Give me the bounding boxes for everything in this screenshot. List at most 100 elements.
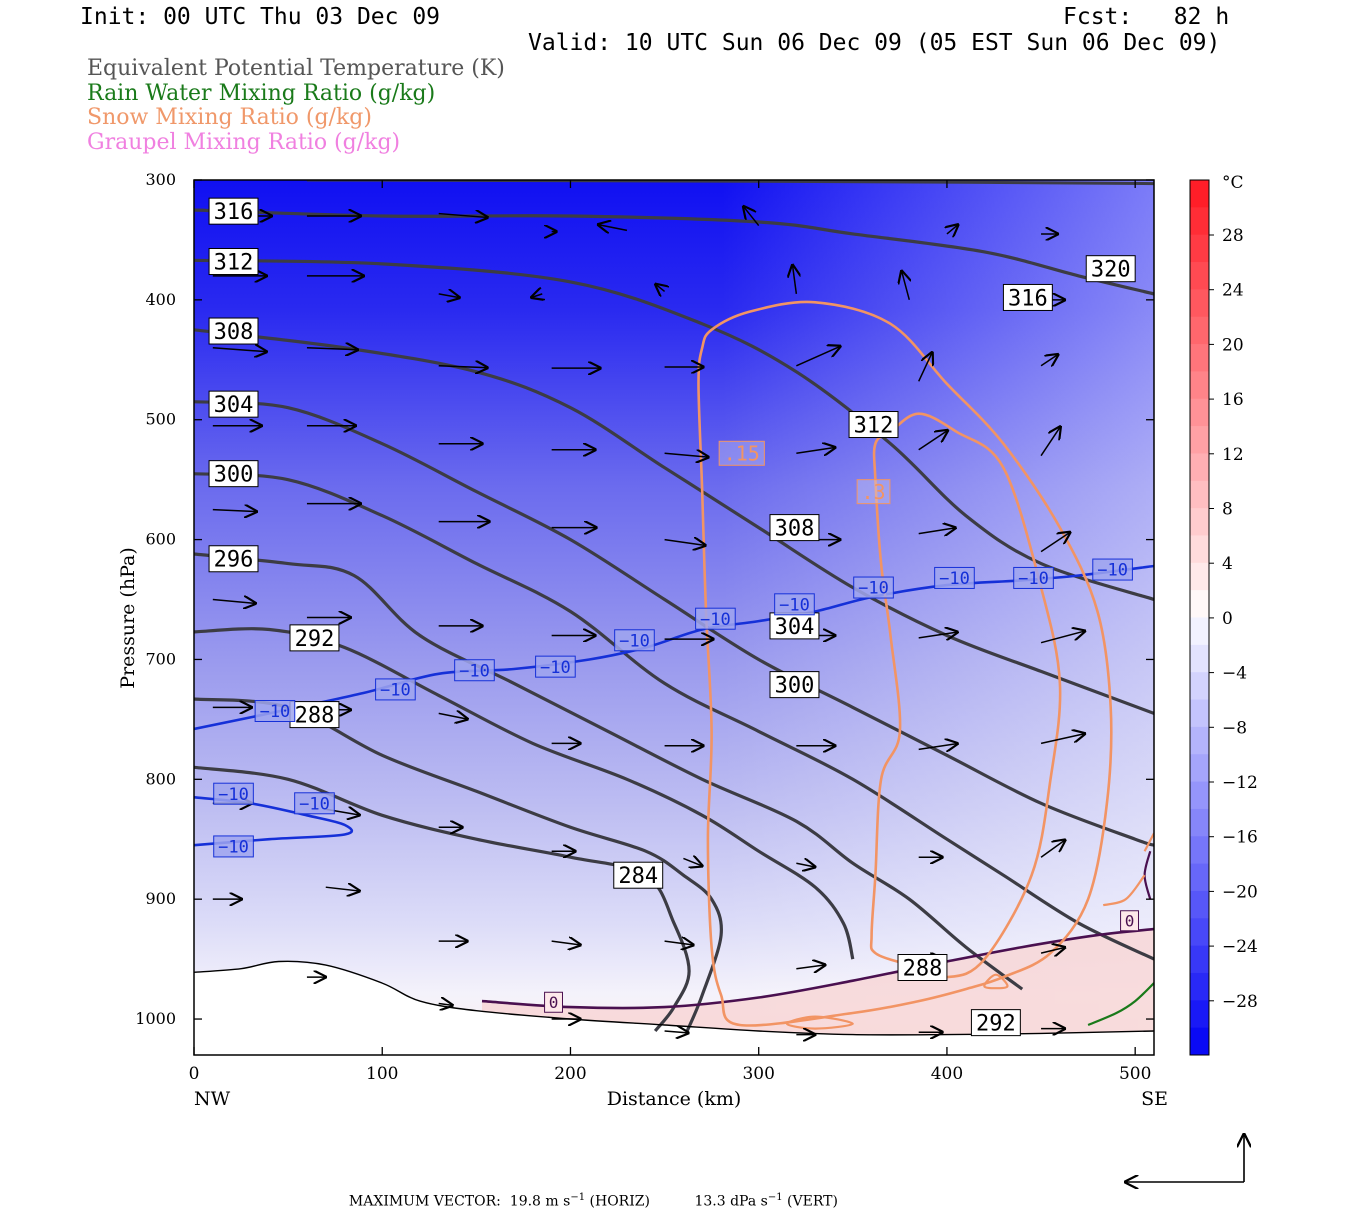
- init-time: Init: 00 UTC Thu 03 Dec 09: [80, 4, 441, 30]
- x-end-label-se: SE: [1141, 1088, 1168, 1110]
- isotherm-label: −10: [254, 699, 296, 722]
- wind-vector: [1040, 631, 1086, 644]
- wind-vector: [438, 294, 461, 298]
- theta-e-label: 320: [1085, 255, 1136, 283]
- rain-line: [1087, 982, 1154, 1027]
- colorbar-cell: [1190, 234, 1209, 263]
- y-tick-label: 1000: [135, 1009, 176, 1028]
- isotherm-label: −10: [213, 835, 254, 858]
- label-box: [375, 678, 416, 701]
- rain-contours: [1087, 982, 1154, 1027]
- wind-vector: [796, 863, 816, 867]
- wind-vector: [655, 283, 665, 291]
- wind-vector: [530, 294, 542, 298]
- colorbar-tick-label: 20: [1222, 335, 1244, 355]
- theta-e-line-312: [194, 258, 1154, 602]
- label-box: [1092, 558, 1133, 581]
- theta-e-label: 300: [208, 460, 259, 488]
- wind-vector: [664, 941, 695, 945]
- legend-snow: Snow Mixing Ratio (g/kg): [87, 105, 372, 130]
- x-tick-label: 300: [742, 1064, 774, 1084]
- axes: 300 400 500 600 700 800 900 1000 0 100 200 300 400 50…: [117, 170, 1168, 1110]
- colorbar-cell: [1190, 972, 1209, 1001]
- wind-vector: [796, 346, 841, 367]
- theta-e-label: 292: [289, 624, 340, 652]
- colorbar-cell: [1190, 863, 1209, 892]
- label-box: [769, 612, 820, 640]
- isotherm-label: −10: [614, 629, 655, 652]
- label-text: −10: [1018, 569, 1049, 589]
- label-text: 0: [549, 993, 559, 1012]
- x-tick-label: 100: [366, 1064, 398, 1084]
- label-box: [774, 593, 815, 616]
- wind-vector: [918, 743, 959, 749]
- label-text: 300: [775, 674, 815, 699]
- minus-ten-line: [194, 564, 1154, 731]
- snow-edge: [1102, 874, 1146, 907]
- wind-vector: [918, 430, 949, 451]
- label-box: [718, 440, 765, 466]
- label-box: [769, 671, 820, 699]
- label-text: 316: [214, 200, 254, 225]
- colorbar-cell: [1190, 617, 1209, 646]
- colorbar-tick-label: −20: [1222, 882, 1258, 902]
- y-tick-label: 900: [145, 889, 176, 908]
- colorbar-tick-label: −28: [1222, 992, 1258, 1012]
- label-box: [1085, 255, 1136, 283]
- theta-e-label: 312: [848, 411, 899, 439]
- colorbar-tick-label: −8: [1222, 718, 1247, 738]
- colorbar-cell: [1190, 672, 1209, 701]
- theta-e-label: 288: [289, 701, 340, 729]
- theta-e-label: 316: [208, 197, 259, 225]
- colorbar-cell: [1190, 1000, 1209, 1029]
- colorbar-cell: [1190, 480, 1209, 509]
- wind-vector: [918, 632, 959, 638]
- isotherm-label: −10: [774, 593, 815, 616]
- label-box: [208, 545, 259, 573]
- label-text: −10: [1097, 561, 1128, 581]
- label-text: 292: [976, 1012, 1016, 1037]
- wind-vector: [1040, 354, 1059, 366]
- label-text: −10: [218, 785, 249, 805]
- label-text: −10: [540, 658, 571, 678]
- colorbar-tick-label: 8: [1222, 500, 1233, 520]
- label-box: [208, 460, 259, 488]
- label-text: 304: [775, 615, 815, 640]
- wind-vector: [796, 447, 836, 453]
- colorbar-cell: [1190, 562, 1209, 591]
- colorbar-tick-label: 4: [1222, 554, 1233, 574]
- colorbar-cell: [1190, 644, 1209, 673]
- label-text: 288: [295, 704, 335, 729]
- theta-e-line-308: [194, 328, 1154, 715]
- y-tick-label: 800: [145, 769, 176, 788]
- wind-vector: [551, 941, 582, 945]
- colorbar-tick-label: 28: [1222, 226, 1244, 246]
- theta-e-label: 308: [208, 317, 259, 345]
- wind-vector: [1040, 426, 1061, 457]
- legend-graupel: Graupel Mixing Ratio (g/kg): [87, 130, 401, 155]
- label-text: −10: [459, 661, 490, 681]
- wind-vector: [743, 206, 760, 227]
- wind-vector: [918, 351, 933, 382]
- wind-vector: [664, 1031, 690, 1033]
- label-text: 308: [775, 517, 815, 542]
- isotherm-label: −10: [853, 576, 894, 599]
- x-tick-label: 0: [189, 1064, 200, 1084]
- label-box: [294, 792, 335, 815]
- y-axis-label: Pressure (hPa): [117, 547, 139, 689]
- x-end-label-nw: NW: [194, 1088, 231, 1110]
- colorbar-cell: [1190, 918, 1209, 947]
- label-text: .3: [861, 480, 885, 504]
- label-box: [848, 411, 899, 439]
- label-box: [613, 861, 664, 889]
- label-box: [535, 655, 576, 678]
- x-tick-label: 200: [554, 1064, 586, 1084]
- isotherm-label: −10: [375, 678, 416, 701]
- label-box: [1002, 283, 1053, 311]
- label-box: [208, 197, 259, 225]
- isotherm-label: −10: [535, 655, 576, 678]
- label-box: [614, 629, 655, 652]
- colorbar-cell: [1190, 207, 1209, 236]
- wind-vector: [438, 1003, 454, 1005]
